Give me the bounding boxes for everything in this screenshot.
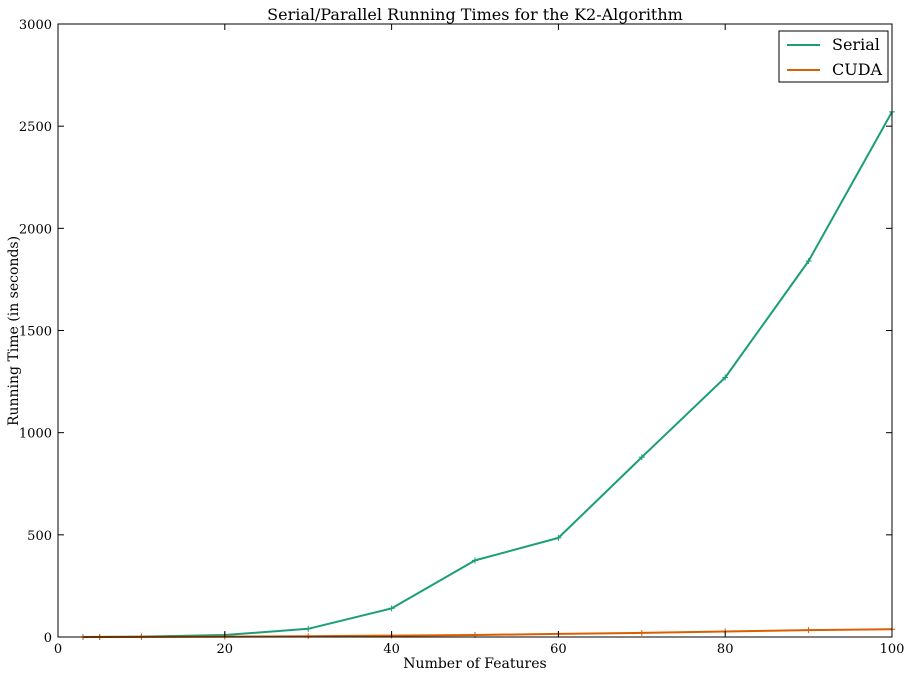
y-tick-label: 1500 <box>19 325 52 340</box>
x-tick-label: 100 <box>880 642 905 657</box>
legend-serial-label: Serial <box>832 35 880 54</box>
series-layer <box>80 108 895 640</box>
legend: Serial CUDA <box>778 30 889 83</box>
x-tick-label: 40 <box>383 642 400 657</box>
legend-box <box>778 30 889 83</box>
x-axis-label: Number of Features <box>403 656 546 672</box>
x-tick-label: 0 <box>54 642 62 657</box>
y-tick-label: 500 <box>27 529 52 544</box>
plot-frame <box>57 23 893 638</box>
x-tick-label: 60 <box>550 642 567 657</box>
chart-title: Serial/Parallel Running Times for the K2… <box>267 5 683 24</box>
series-line-cuda <box>83 628 893 638</box>
x-tick-label: 80 <box>717 642 734 657</box>
y-tick-label: 2000 <box>19 222 52 237</box>
series-line-serial <box>82 111 893 638</box>
y-axis-label: Running Time (in seconds) <box>6 236 22 426</box>
y-tick-label: 3000 <box>19 18 52 33</box>
legend-cuda-label: CUDA <box>832 60 883 79</box>
y-tick-label: 1000 <box>19 427 52 442</box>
y-tick-label: 0 <box>44 631 52 646</box>
y-tick-label: 2500 <box>19 120 52 135</box>
x-tick-label: 20 <box>217 642 234 657</box>
